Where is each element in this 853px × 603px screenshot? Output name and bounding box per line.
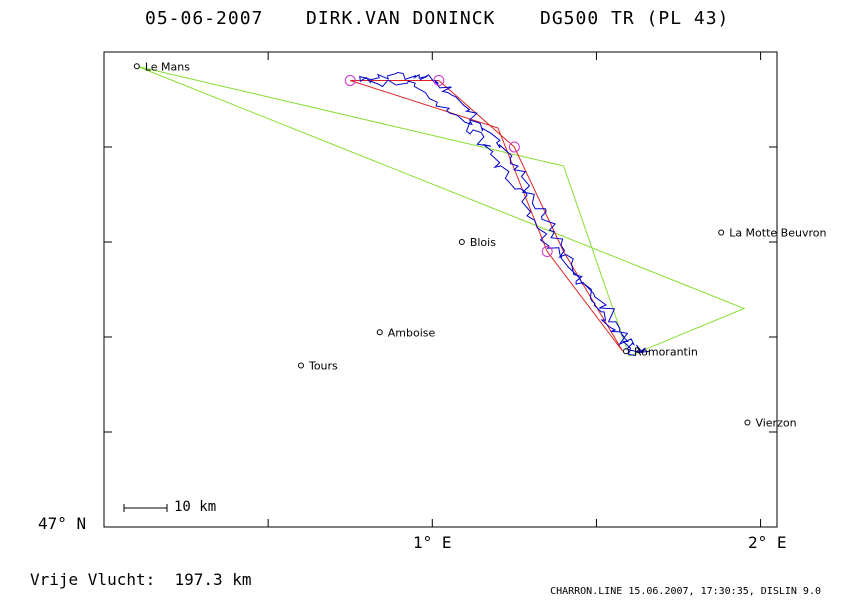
city-marker-4 — [297, 362, 304, 369]
city-label-6: Vierzon — [755, 417, 796, 430]
city-amboise: Amboise — [376, 326, 436, 339]
city-tours: Tours — [297, 360, 338, 373]
city-marker-5 — [622, 348, 629, 355]
program-info: CHARRON.LINE 15.06.2007, 17:30:35, DISLI… — [550, 586, 821, 597]
turnpoint-marker-2 — [508, 141, 520, 153]
city-marker-1 — [458, 239, 465, 245]
city-label-5: Romorantin — [634, 345, 698, 358]
free-flight-value: 197.3 km — [174, 570, 252, 589]
free-flight-label: Vrije Vlucht: — [30, 570, 156, 589]
map-frame — [103, 51, 778, 528]
city-marker-0 — [133, 63, 140, 70]
turnpoint-marker-1 — [433, 75, 445, 86]
lon-axis-label-2: 2° E — [748, 533, 787, 552]
gps-track-line — [359, 71, 650, 356]
axis-ticks — [104, 51, 777, 527]
header-glider: DG500 TR (PL 43) — [540, 8, 730, 29]
city-marker-3 — [376, 329, 383, 336]
lat-axis-label: 47° N — [38, 514, 87, 533]
city-romorantin: Romorantin — [622, 345, 698, 358]
turnpoint-marker-3 — [541, 246, 553, 257]
optimized-route-line — [350, 80, 624, 352]
city-le-mans: Le Mans — [133, 60, 190, 73]
turnpoint-marker-0 — [344, 75, 356, 86]
city-marker-6 — [744, 419, 751, 426]
city-label-2: La Motte Beuvron — [729, 227, 826, 240]
gps-track-layer — [359, 71, 650, 356]
optimized-route-layer — [350, 80, 624, 352]
city-blois: Blois — [458, 236, 496, 249]
city-label-0: Le Mans — [145, 60, 190, 73]
city-marker-2 — [718, 229, 725, 236]
turnpoint-layer — [344, 75, 553, 257]
header-pilot: DIRK.VAN DONINCK — [306, 8, 496, 29]
lon-axis-label-1: 1° E — [413, 533, 452, 552]
city-label-4: Tours — [308, 360, 338, 373]
city-label-1: Blois — [470, 236, 496, 249]
header-date: 05-06-2007 — [145, 8, 264, 29]
city-la-motte-beuvron: La Motte Beuvron — [718, 227, 826, 240]
city-label-3: Amboise — [388, 326, 436, 339]
city-vierzon: Vierzon — [744, 417, 797, 430]
city-layer: Le Mans Blois La Motte Beuvron Amboise Tours… — [133, 60, 826, 430]
free-flight-summary: Vrije Vlucht: 197.3 km — [30, 570, 252, 589]
scale-bar — [123, 504, 168, 512]
scale-bar-label: 10 km — [174, 499, 217, 515]
